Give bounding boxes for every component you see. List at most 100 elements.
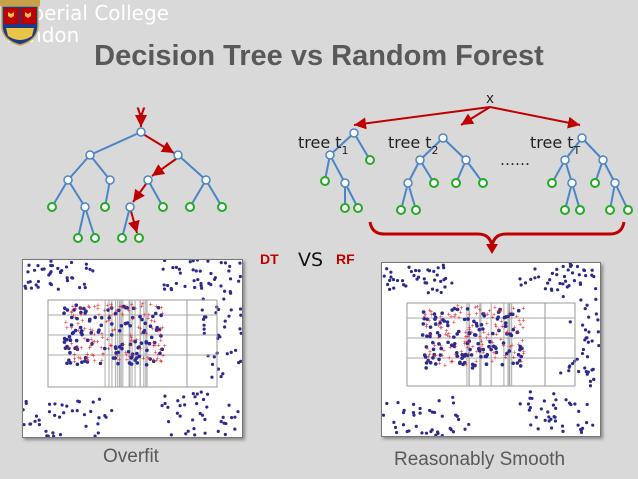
blue-point — [432, 312, 437, 316]
blue-point — [509, 312, 513, 316]
red-point: + — [97, 312, 101, 319]
blue-point — [117, 328, 122, 333]
blue-point — [154, 328, 159, 332]
blue-point — [577, 369, 581, 374]
blue-point — [528, 390, 532, 394]
blue-point — [579, 430, 584, 434]
blue-point — [128, 342, 133, 347]
blue-point — [152, 340, 157, 345]
red-point: + — [108, 313, 112, 320]
blue-point — [472, 319, 476, 324]
blue-point — [437, 399, 441, 403]
forest-input-arrows — [353, 106, 581, 130]
red-point: + — [112, 326, 116, 333]
blue-point — [585, 372, 589, 376]
red-point: + — [150, 318, 154, 325]
red-point: + — [444, 328, 448, 335]
blue-point — [202, 331, 206, 335]
blue-point — [200, 286, 204, 290]
blue-point — [585, 303, 589, 307]
blue-point — [93, 434, 97, 437]
dt-label: DT — [260, 251, 279, 267]
blue-point — [443, 285, 447, 289]
blue-point — [528, 405, 532, 410]
blue-point — [503, 324, 508, 328]
blue-point — [476, 346, 481, 351]
blue-point — [62, 336, 67, 341]
blue-point — [527, 408, 531, 412]
red-point: + — [467, 325, 471, 332]
red-point: + — [439, 343, 443, 350]
blue-point — [195, 260, 200, 262]
blue-point — [569, 402, 573, 407]
blue-point — [73, 346, 77, 351]
caption-overfit: Overfit — [103, 446, 159, 467]
blue-point — [198, 269, 202, 273]
red-point: + — [74, 305, 78, 312]
blue-point — [519, 354, 524, 359]
red-point: + — [159, 338, 163, 345]
caption-smooth: Reasonably Smooth — [394, 449, 566, 470]
red-point: + — [106, 346, 110, 353]
blue-point — [109, 322, 114, 326]
blue-point — [82, 413, 87, 417]
random-forest-plot: + + + + + + + + + + + + + + + + + + + + + + + + + + + + + + + + + + + + + + + +… — [381, 262, 601, 437]
blue-point — [138, 314, 142, 319]
blue-point — [554, 398, 558, 402]
red-point: + — [73, 352, 77, 359]
blue-point — [97, 397, 102, 401]
red-point: + — [99, 345, 103, 352]
red-point: + — [492, 312, 496, 319]
red-point: + — [133, 306, 137, 313]
blue-point — [144, 363, 149, 367]
blue-point — [87, 317, 92, 322]
red-point: + — [425, 345, 429, 352]
blue-point — [431, 340, 435, 345]
blue-point — [425, 334, 429, 338]
blue-point — [143, 321, 148, 326]
blue-point — [193, 395, 197, 399]
blue-point — [74, 303, 79, 307]
blue-point — [37, 422, 42, 427]
blue-point — [219, 284, 223, 288]
blue-point — [171, 266, 175, 270]
blue-point — [148, 324, 153, 329]
blue-point — [488, 339, 492, 344]
blue-point — [455, 354, 459, 358]
red-point: + — [88, 345, 92, 352]
red-point: + — [147, 312, 151, 319]
red-point: + — [115, 353, 119, 360]
blue-point — [67, 358, 71, 362]
blue-point — [117, 345, 122, 349]
blue-point — [462, 317, 467, 322]
blue-point — [437, 357, 441, 362]
red-point: + — [140, 304, 144, 311]
red-point: + — [78, 306, 82, 313]
blue-point — [568, 264, 573, 268]
blue-point — [529, 423, 533, 427]
red-point: + — [71, 304, 75, 311]
red-point: + — [66, 345, 70, 352]
blue-point — [159, 313, 163, 318]
red-point: + — [137, 325, 141, 332]
red-point: + — [470, 323, 474, 330]
blue-point — [440, 414, 444, 418]
forest-ellipsis: …… — [500, 151, 530, 169]
blue-point — [497, 328, 501, 333]
blue-point — [224, 421, 228, 426]
blue-point — [407, 265, 411, 269]
red-point: + — [480, 338, 484, 345]
blue-point — [425, 281, 429, 285]
blue-point — [80, 360, 84, 365]
blue-point — [53, 413, 57, 417]
blue-point — [422, 353, 427, 357]
red-point: + — [139, 331, 143, 338]
red-point: + — [130, 352, 134, 359]
red-point: + — [110, 343, 114, 350]
blue-point — [481, 347, 486, 352]
red-point: + — [463, 329, 467, 336]
blue-point — [396, 400, 400, 405]
blue-point — [99, 315, 104, 320]
blue-point — [145, 348, 149, 353]
red-point: + — [156, 328, 160, 335]
